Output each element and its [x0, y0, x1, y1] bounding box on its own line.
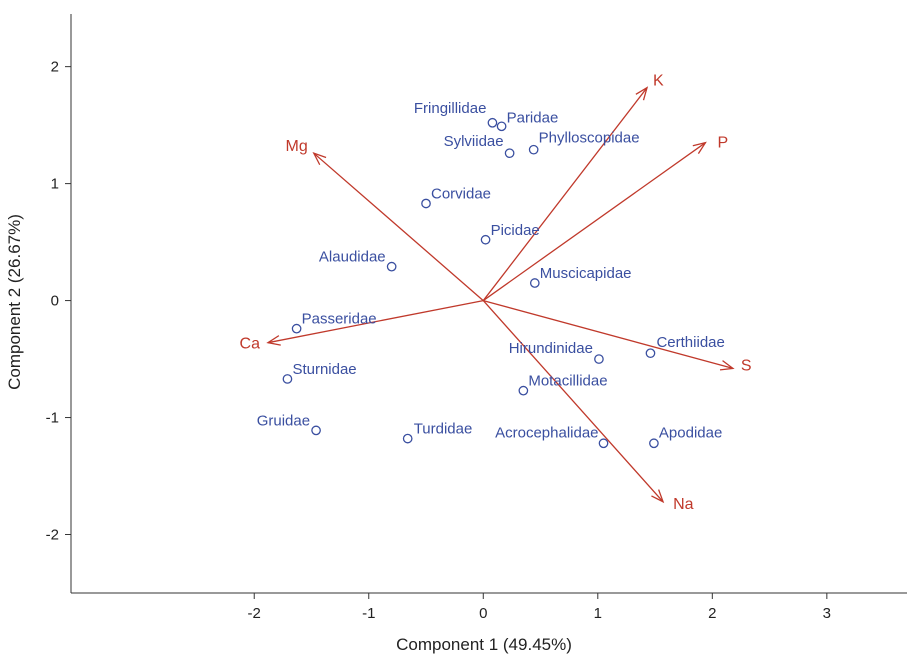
vector-label: P [717, 135, 728, 152]
y-axis-label: Component 2 (26.67%) [5, 214, 24, 390]
y-tick-label: 0 [51, 293, 59, 310]
point-muscicapidae [529, 278, 540, 288]
vector-k [482, 87, 648, 301]
point-gruidae [311, 425, 321, 436]
point-label: Phylloscopidae [539, 130, 640, 147]
y-axis: -2 -1 0 1 2 [46, 59, 71, 544]
vector-arrowhead [651, 489, 665, 504]
point-hirundinidae [594, 354, 604, 364]
x-tick-label: 0 [479, 605, 487, 622]
point-label: Paridae [507, 109, 559, 126]
x-tick-label: 2 [708, 605, 716, 622]
vector-ca [267, 299, 484, 344]
point-label: Hirundinidae [509, 340, 593, 357]
point-corvidae [421, 198, 431, 209]
vector-s [483, 299, 734, 370]
point-label: Picidae [491, 222, 540, 239]
point-turdidae [402, 433, 413, 444]
vector-arrowhead [312, 152, 327, 166]
point-label: Sylviidae [444, 133, 504, 150]
point-sylviidae [504, 148, 515, 159]
vector-label: S [741, 357, 752, 374]
point-passeridae [291, 323, 302, 334]
vector-mg [313, 152, 484, 302]
vector-label: Ca [240, 336, 261, 353]
plot-frame [70, 14, 907, 594]
y-tick-label: 1 [51, 176, 59, 193]
point-label: Certhiidae [656, 334, 724, 351]
point-label: Sturnidae [292, 361, 356, 378]
vector-label: Mg [286, 138, 308, 155]
x-axis: -2 -1 0 1 2 3 [248, 593, 831, 622]
point-label: Apodidae [659, 424, 722, 441]
point-acrocephalidae [598, 438, 609, 449]
vector-label: K [653, 73, 664, 90]
point-label: Muscicapidae [540, 265, 632, 282]
x-tick-label: 1 [594, 605, 602, 622]
point-label: Gruidae [257, 412, 310, 429]
y-tick-label: 2 [51, 59, 59, 76]
vector-arrowhead [692, 141, 707, 154]
point-alaudidae [386, 261, 397, 272]
vector-arrowhead [266, 335, 281, 346]
point-phylloscopidae [528, 144, 539, 155]
x-tick-label: -2 [248, 605, 261, 622]
point-certhiidae [645, 348, 656, 359]
point-motacillidae [518, 385, 529, 396]
point-picidae [480, 234, 491, 245]
point-label: Fringillidae [414, 100, 487, 117]
point-sturnidae [282, 374, 293, 384]
point-fringillidae [487, 117, 498, 128]
vector-arrowhead [719, 360, 735, 371]
x-axis-label: Component 1 (49.45%) [396, 635, 572, 654]
loading-vectors: K P Mg Ca S Na [240, 73, 752, 513]
point-label: Turdidae [414, 421, 473, 438]
point-label: Motacillidae [528, 373, 607, 390]
point-label: Alaudidae [319, 249, 386, 266]
vector-na [482, 300, 664, 503]
vector-label: Na [673, 496, 694, 513]
point-apodidae [649, 438, 659, 449]
vector-p [482, 142, 706, 302]
point-label: Acrocephalidae [495, 424, 598, 441]
x-tick-label: 3 [823, 605, 831, 622]
point-label: Passeridae [302, 311, 377, 328]
vector-arrowhead [635, 86, 649, 101]
y-tick-label: -2 [46, 527, 59, 544]
x-tick-label: -1 [362, 605, 375, 622]
y-tick-label: -1 [46, 410, 59, 427]
point-label: Corvidae [431, 185, 491, 202]
point-paridae [496, 121, 507, 132]
